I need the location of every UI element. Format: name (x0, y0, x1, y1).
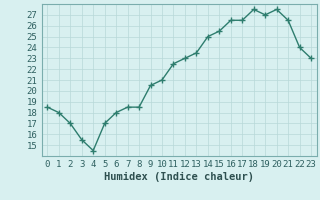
X-axis label: Humidex (Indice chaleur): Humidex (Indice chaleur) (104, 172, 254, 182)
